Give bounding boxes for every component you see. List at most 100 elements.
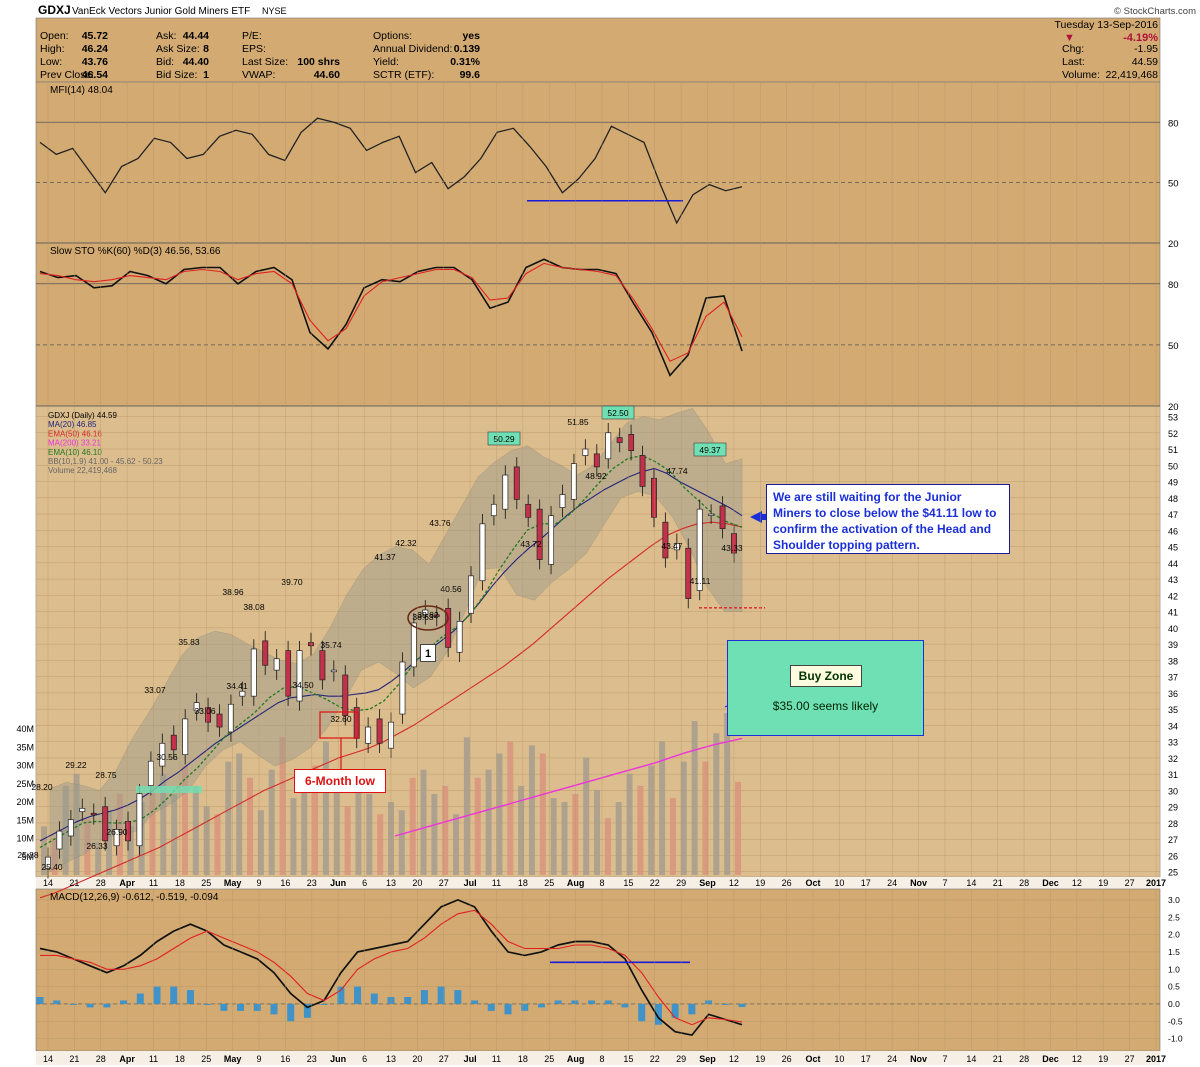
x-tick-label: 27 bbox=[439, 1054, 449, 1064]
volume-bar bbox=[442, 785, 449, 875]
x-tick-label: 10 bbox=[834, 878, 844, 888]
change-percent: -4.19% bbox=[1123, 32, 1158, 44]
volume-bar bbox=[257, 810, 264, 875]
x-tick-label: 7 bbox=[942, 1054, 947, 1064]
x-axis-strip bbox=[36, 877, 1160, 889]
price-label: 29.22 bbox=[65, 760, 87, 770]
x-tick-label: Sep bbox=[699, 1054, 716, 1064]
y-tick-label: 35 bbox=[1168, 705, 1178, 715]
quote-value: 44.60 bbox=[314, 69, 340, 81]
x-tick-label: 19 bbox=[755, 878, 765, 888]
x-tick-label: 28 bbox=[96, 878, 106, 888]
buy-zone-title: Buy Zone bbox=[790, 665, 862, 687]
macd-histogram-bar bbox=[270, 1003, 278, 1015]
x-tick-label: 26 bbox=[782, 878, 792, 888]
candle-body bbox=[227, 703, 234, 733]
macd-histogram-bar bbox=[638, 1003, 646, 1022]
candle-body bbox=[216, 713, 223, 728]
volume-bar bbox=[247, 777, 254, 875]
candle-body bbox=[628, 434, 635, 451]
price-label-highlight bbox=[487, 431, 521, 446]
legend-entry: GDXJ (Daily) 44.59 bbox=[48, 411, 117, 420]
volume-bar bbox=[84, 818, 91, 875]
y-tick-label: 39 bbox=[1168, 640, 1178, 650]
y-tick-label: 37 bbox=[1168, 673, 1178, 683]
quote-value: 100 shrs bbox=[297, 56, 340, 68]
x-tick-label: 25 bbox=[544, 878, 554, 888]
volume-bar bbox=[702, 761, 709, 875]
x-tick-label: Jul bbox=[464, 1054, 477, 1064]
quote-label: High: bbox=[40, 43, 65, 55]
macd-histogram-bar bbox=[253, 1003, 261, 1011]
volume-bar bbox=[51, 838, 58, 875]
candle-body bbox=[79, 807, 86, 812]
macd-histogram-bar bbox=[69, 1003, 77, 1005]
x-tick-label: 24 bbox=[887, 1054, 897, 1064]
candle-body bbox=[136, 793, 143, 847]
x-tick-label: 14 bbox=[43, 878, 53, 888]
legend-entry: MA(200) 33.21 bbox=[48, 439, 101, 448]
y-tick-label: 1.0 bbox=[1168, 964, 1180, 974]
y-tick-label: 20 bbox=[1168, 402, 1179, 413]
x-tick-label: Dec bbox=[1042, 1054, 1059, 1064]
macd-histogram-bar bbox=[220, 1003, 228, 1011]
x-tick-label: 6 bbox=[362, 1054, 367, 1064]
x-tick-label: 11 bbox=[149, 1054, 158, 1064]
candle-body bbox=[433, 614, 440, 617]
price-label: 33.07 bbox=[144, 685, 166, 695]
volume-bar bbox=[594, 789, 601, 875]
volume-bar bbox=[355, 773, 362, 875]
x-tick-label: 15 bbox=[623, 878, 633, 888]
quote-date: Tuesday 13-Sep-2016 bbox=[1054, 19, 1158, 31]
price-label: 25.88 bbox=[17, 850, 39, 860]
ma200-line bbox=[394, 737, 743, 837]
price-label: 38.63 bbox=[412, 612, 434, 622]
x-tick-label: 21 bbox=[69, 878, 79, 888]
x-tick-label: 29 bbox=[676, 1054, 686, 1064]
x-tick-label: 23 bbox=[307, 878, 317, 888]
x-tick-label: 20 bbox=[412, 878, 422, 888]
quote-value: 8 bbox=[203, 43, 209, 55]
y-tick-label: 41 bbox=[1168, 608, 1178, 618]
quote-value: 44.44 bbox=[183, 30, 209, 42]
candle-body bbox=[193, 702, 200, 712]
x-tick-label: 28 bbox=[1019, 1054, 1029, 1064]
legend-entry: MA(20) 46.85 bbox=[48, 420, 97, 429]
macd-histogram-bar bbox=[420, 990, 428, 1004]
price-label: 34.41 bbox=[226, 681, 248, 691]
y-tick-label: 0.5 bbox=[1168, 982, 1180, 992]
price-label: 49.37 bbox=[699, 445, 721, 455]
volume-tick-label: 35M bbox=[16, 742, 34, 752]
y-tick-label: 20 bbox=[1168, 239, 1179, 250]
price-label: 32.60 bbox=[330, 714, 352, 724]
candle-body bbox=[182, 718, 189, 756]
volume-bar bbox=[279, 737, 286, 875]
candle-body bbox=[651, 477, 657, 518]
macd-histogram-bar bbox=[103, 1003, 111, 1008]
x-tick-label: 16 bbox=[280, 878, 290, 888]
volume-bar bbox=[214, 814, 221, 875]
credit: © StockCharts.com bbox=[1114, 6, 1196, 17]
price-label-highlight bbox=[693, 442, 727, 457]
candle-body bbox=[559, 494, 566, 508]
six-month-low-box bbox=[319, 711, 359, 739]
y-tick-label: 33 bbox=[1168, 738, 1178, 748]
candle-body bbox=[719, 505, 726, 530]
volume-bar bbox=[648, 765, 655, 875]
candle-body bbox=[330, 669, 337, 673]
panel-title: MACD(12,26,9) -0.612, -0.519, -0.094 bbox=[50, 892, 219, 903]
x-tick-label: 18 bbox=[175, 1054, 185, 1064]
six-month-low-label: 6-Month low bbox=[294, 769, 386, 793]
exchange: NYSE bbox=[262, 6, 287, 16]
candle-body bbox=[468, 575, 474, 614]
candle-body bbox=[262, 640, 269, 666]
x-tick-label: 21 bbox=[993, 1054, 1003, 1064]
candle-body bbox=[170, 734, 177, 751]
volume-bar bbox=[539, 753, 546, 875]
quote-label: EPS: bbox=[242, 43, 266, 55]
macd-histogram-bar bbox=[237, 1003, 245, 1011]
x-tick-label: Oct bbox=[806, 1054, 821, 1064]
x-tick-label: 27 bbox=[1125, 878, 1135, 888]
price-label: 43.33 bbox=[721, 543, 743, 553]
mfi-panel bbox=[35, 81, 1161, 244]
